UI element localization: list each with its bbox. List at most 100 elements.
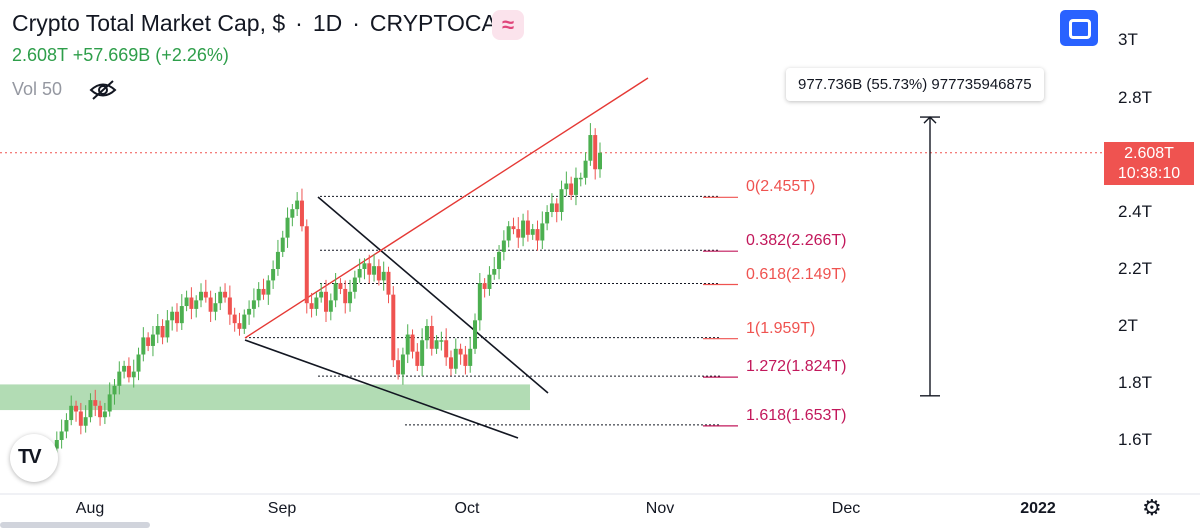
candle-down (391, 294, 396, 361)
fib-level-label: 0(2.455T) (746, 178, 816, 195)
candle-up (424, 326, 429, 341)
candle-down (261, 288, 266, 295)
candle-down (376, 266, 381, 281)
candle-up (141, 337, 146, 355)
candle-up (69, 405, 74, 421)
horizontal-scrollbar[interactable] (0, 522, 150, 528)
tradingview-logo[interactable]: TV (10, 434, 58, 482)
candle-down (78, 411, 83, 426)
candle-up (54, 440, 59, 449)
candle-down (160, 326, 165, 338)
candle-up (242, 314, 247, 329)
support-zone (0, 384, 530, 411)
price-change: +57.669B (+2.26%) (72, 45, 229, 65)
candle-down (304, 226, 309, 304)
fib-level-label: 1.272(1.824T) (746, 358, 847, 375)
lower-trendline (244, 339, 519, 439)
candle-down (396, 360, 401, 375)
candle-down (593, 135, 598, 170)
y-tick: 2T (1118, 316, 1138, 335)
candle-up (348, 291, 353, 304)
candle-up (362, 263, 367, 269)
fib-level-label: 1.618(1.653T) (746, 407, 847, 424)
y-tick: 2.4T (1118, 202, 1153, 221)
candle-down (223, 291, 228, 298)
last-price-tag: 2.608T 10:38:10 (1104, 142, 1194, 185)
candle-down (203, 291, 208, 298)
candle-up (295, 200, 300, 210)
candle-up (400, 354, 405, 375)
candle-down (482, 283, 487, 289)
candle-up (477, 283, 482, 321)
candle-up (497, 251, 502, 269)
candle-down (146, 337, 151, 346)
candle-down (299, 200, 304, 227)
x-tick: Aug (75, 500, 105, 517)
candle-up (117, 371, 122, 386)
separator-dot: · (352, 10, 360, 36)
y-tick: 1.6T (1118, 430, 1153, 449)
candle-up (549, 203, 554, 212)
candle-up (184, 297, 189, 307)
candle-up (545, 212, 550, 224)
x-tick: Nov (645, 500, 675, 517)
volume-legend[interactable]: Vol 50 (12, 79, 63, 99)
x-tick-year: 2022 (1020, 500, 1056, 517)
candle-up (598, 152, 602, 170)
candle-up (59, 431, 64, 440)
candle-up (319, 291, 324, 298)
chart-title[interactable]: Crypto Total Market Cap, $ · 1D · CRYPTOCAP (12, 10, 512, 37)
price-tag-countdown: 10:38:10 (1117, 165, 1181, 182)
candle-down (458, 348, 463, 355)
candle-down (324, 291, 328, 312)
last-price: 2.608T (12, 45, 68, 65)
logo-mark: TV (18, 446, 42, 468)
candle-down (415, 351, 420, 366)
candle-up (372, 266, 377, 275)
candle-up (333, 283, 338, 301)
rising-trendline (244, 77, 649, 339)
candle-up (453, 348, 458, 369)
gear-icon[interactable]: ⚙ (1142, 495, 1162, 520)
x-tick: Dec (831, 500, 861, 517)
candle-up (155, 326, 160, 335)
candle-up (150, 334, 155, 346)
fullscreen-icon[interactable] (1060, 10, 1098, 46)
eye-off-icon[interactable] (88, 78, 118, 102)
candle-up (256, 288, 261, 301)
candle-up (564, 183, 569, 190)
candle-up (328, 300, 333, 312)
candle-up (473, 320, 478, 349)
candle-down (309, 303, 314, 309)
candle-down (525, 220, 530, 235)
candle-down (98, 405, 103, 418)
symbol-name[interactable]: Crypto Total Market Cap, $ (12, 10, 286, 36)
candle-up (420, 340, 425, 366)
candle-up (559, 189, 564, 212)
candle-down (410, 334, 415, 352)
candle-down (189, 297, 194, 309)
candle-down (444, 340, 449, 358)
candle-up (434, 340, 439, 349)
descending-trendline (317, 196, 549, 394)
candle-up (492, 269, 497, 275)
candle-up (540, 223, 545, 241)
candle-up (280, 237, 285, 252)
candle-up (136, 354, 141, 372)
candle-down (237, 323, 242, 329)
candle-down (554, 203, 559, 212)
candle-up (439, 340, 444, 342)
candle-up (468, 348, 473, 366)
candle-up (501, 240, 506, 252)
candle-up (314, 297, 319, 309)
candle-down (516, 229, 521, 238)
measure-arrow (923, 116, 937, 124)
candle-up (251, 300, 256, 309)
compare-badge[interactable]: ≈ (492, 10, 524, 40)
candle-up (88, 400, 93, 418)
measure-tooltip: 977.736B (55.73%) 977735946875 (786, 68, 1044, 101)
candle-down (208, 297, 213, 312)
candle-down (343, 288, 348, 304)
interval-label[interactable]: 1D (312, 10, 343, 36)
